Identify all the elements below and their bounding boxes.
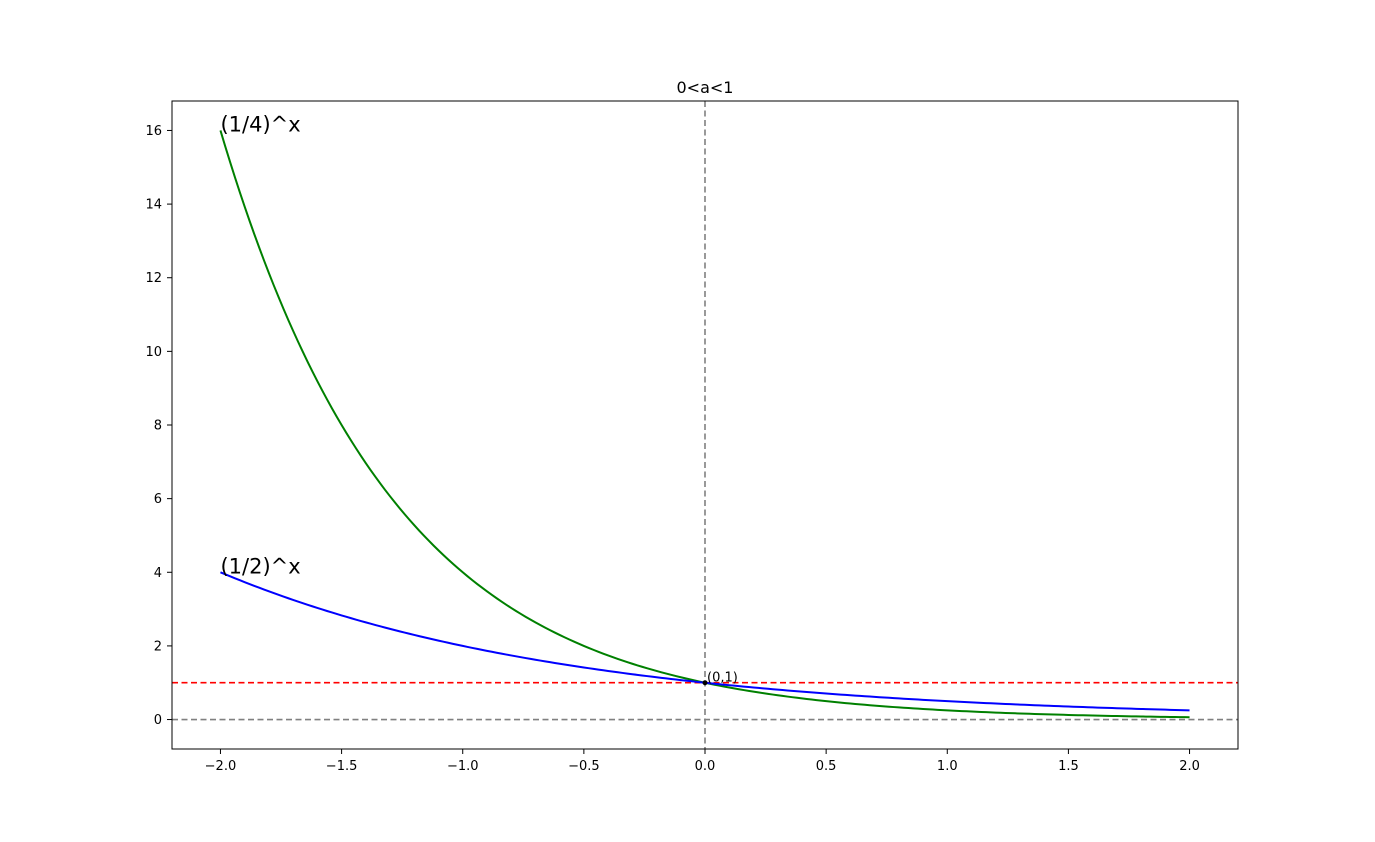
y-tick-label: 0 (154, 713, 162, 728)
x-tick-label: −1.5 (326, 759, 358, 774)
x-tick-label: 1.5 (1058, 759, 1079, 774)
x-tick-label: −1.0 (447, 759, 479, 774)
y-tick-label: 4 (154, 566, 162, 581)
curve-label-1: (1/2)^x (220, 554, 300, 578)
x-tick-label: 2.0 (1179, 759, 1200, 774)
y-tick-label: 16 (145, 124, 162, 139)
intersection-point (702, 680, 708, 686)
y-tick-label: 2 (154, 639, 162, 654)
y-tick-label: 6 (154, 492, 162, 507)
x-tick-label: −2.0 (205, 759, 237, 774)
y-tick-label: 14 (145, 198, 162, 213)
y-axis: 0 2 4 6 8 10 12 14 16 (145, 124, 172, 728)
x-tick-label: 1.0 (937, 759, 958, 774)
y-tick-label: 10 (145, 345, 162, 360)
plot-frame (171, 100, 1239, 750)
y-tick-label: 8 (154, 419, 162, 434)
x-tick-label: 0.5 (816, 759, 837, 774)
chart-title: 0<a<1 (677, 78, 734, 97)
point-annotation: (0,1) (707, 671, 738, 686)
curve-label-0: (1/4)^x (220, 112, 300, 136)
x-axis: −2.0 −1.5 −1.0 −0.5 0.0 0.5 1.0 1.5 2.0 (205, 749, 1200, 774)
curve-labels: (1/4)^x (1/2)^x (0,1) (220, 112, 737, 685)
points (702, 680, 708, 686)
x-tick-label: 0.0 (695, 759, 716, 774)
y-tick-label: 12 (145, 271, 162, 286)
x-tick-label: −0.5 (568, 759, 600, 774)
